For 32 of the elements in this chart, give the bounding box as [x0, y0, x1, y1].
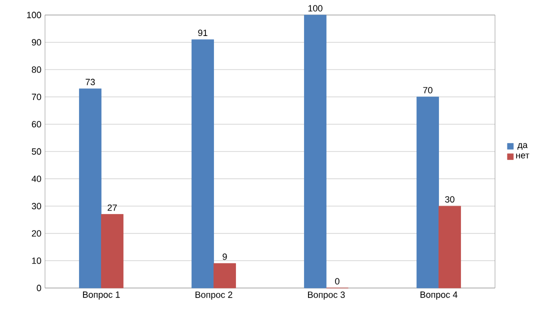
data-label: 27	[108, 204, 117, 211]
bar	[214, 263, 236, 288]
y-tick-label: 30	[32, 202, 42, 210]
x-tick-label: Вопрос 1	[83, 292, 120, 300]
bar	[192, 39, 214, 288]
bar	[304, 14, 326, 288]
data-label: 70	[423, 86, 432, 94]
data-label: 100	[308, 5, 322, 12]
x-tick-label: Вопрос 3	[308, 292, 345, 300]
data-label: 0	[335, 278, 340, 284]
y-tick-label: 90	[32, 39, 42, 46]
x-tick-label: Вопрос 2	[196, 292, 232, 300]
y-tick-label: 20	[32, 230, 42, 237]
x-tick-label: Вопрос 4	[420, 292, 458, 300]
bar	[416, 96, 439, 288]
data-label: 73	[86, 78, 95, 86]
y-tick-label: 60	[32, 121, 42, 128]
y-tick-label: 80	[32, 66, 42, 73]
y-tick-label: 40	[32, 176, 42, 182]
y-tick-label: 50	[32, 148, 42, 155]
bar	[101, 214, 124, 288]
legend-label: нет	[516, 153, 530, 158]
y-tick-label: 70	[32, 94, 42, 100]
bar	[79, 88, 102, 288]
data-label: 91	[198, 30, 208, 36]
y-tick-label: 0	[36, 284, 42, 292]
bar	[438, 206, 461, 288]
data-label: 9	[222, 254, 227, 260]
y-tick-label: 100	[27, 12, 42, 18]
legend-label: да	[517, 143, 528, 150]
data-label: 30	[445, 196, 454, 203]
y-tick-label: 10	[32, 258, 42, 264]
